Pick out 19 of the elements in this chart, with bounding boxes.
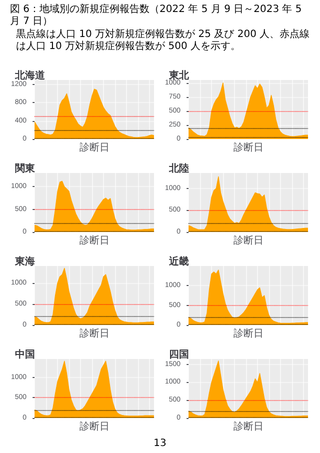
chart-title: 四国 xyxy=(169,350,189,360)
text: 13 xyxy=(152,438,168,449)
chart-title: 北陸 xyxy=(168,162,189,174)
x-axis-title: 診断日 xyxy=(233,420,264,432)
chart-title: 東北 xyxy=(168,70,190,82)
chart-title: 中国 xyxy=(15,348,35,360)
chart-title: 関東 xyxy=(15,162,36,174)
chart-title: 東海 xyxy=(14,256,35,268)
x-axis-title: 診断日 xyxy=(79,420,110,432)
x-axis-title: 診断日 xyxy=(233,328,264,340)
text: 黒点線は人口 10 万対新規症例報告数が 25 及び 200 人、赤点線は人口 10 万対新規症例報告数が 500 人を示す。 xyxy=(16,29,311,53)
x-axis-title: 診断日 xyxy=(233,234,264,246)
chart-title: 北海道 xyxy=(14,70,46,82)
chart-title: 近畿 xyxy=(168,256,189,268)
x-axis-title: 診断日 xyxy=(79,142,110,154)
x-axis-title: 診断日 xyxy=(79,234,110,246)
x-axis-title: 診断日 xyxy=(233,142,264,154)
x-axis-title: 診断日 xyxy=(79,328,110,340)
text: 図 6：地域別の新規症例報告数（2022 年 5 月 9 日～2023 年 5 月 7 日） xyxy=(10,4,303,28)
